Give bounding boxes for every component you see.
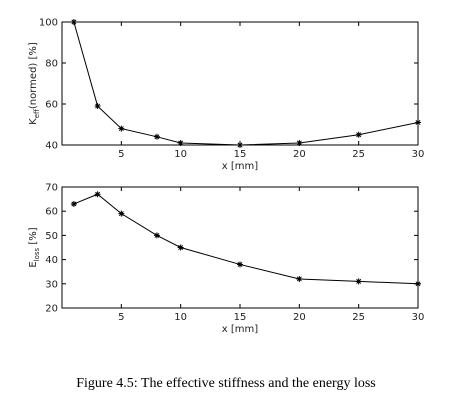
- x-tick-label: 20: [293, 312, 306, 323]
- data-point: [296, 139, 303, 146]
- data-point: [296, 275, 303, 282]
- x-tick-label: 30: [412, 312, 425, 323]
- caption: Figure 4.5: The effective stiffness and …: [76, 376, 376, 391]
- data-point: [118, 210, 125, 217]
- x-tick-label: 5: [118, 149, 124, 160]
- y-axis-label: Eloss [%]: [28, 227, 41, 267]
- x-axis-label: x [mm]: [222, 324, 258, 335]
- data-point: [415, 119, 421, 126]
- x-tick-label: 25: [352, 149, 365, 160]
- data-line: [73, 193, 419, 285]
- data-point: [94, 191, 101, 198]
- x-tick-label: 5: [118, 312, 124, 323]
- data-point: [153, 133, 160, 140]
- data-point: [355, 131, 362, 138]
- y-tick-label: 50: [45, 231, 58, 242]
- x-tick-label: 20: [293, 149, 306, 160]
- y-label-sub: eff: [33, 109, 41, 118]
- y-tick-label: 60: [45, 100, 58, 111]
- y-axis-label: Keff(normed) [%]: [28, 42, 41, 125]
- y-tick-label: 80: [45, 59, 58, 70]
- data-point: [237, 142, 243, 148]
- y-tick-label: 20: [45, 304, 58, 315]
- x-tick-label: 15: [234, 149, 247, 160]
- data-point: [118, 125, 125, 132]
- y-label-main: E: [28, 261, 39, 267]
- x-tick-label: 10: [174, 312, 187, 323]
- y-tick-label: 30: [45, 279, 58, 290]
- y-tick-label: 70: [45, 183, 58, 194]
- data-point: [70, 200, 77, 207]
- data-point: [355, 278, 362, 285]
- y-label-rest: [%]: [28, 227, 39, 248]
- y-label-rest: (normed) [%]: [28, 42, 39, 109]
- y-tick-label: 100: [39, 18, 58, 29]
- data-point: [94, 103, 101, 110]
- x-tick-label: 25: [352, 312, 365, 323]
- y-label-main: K: [28, 118, 39, 125]
- axes-box: [61, 21, 419, 146]
- data-point: [177, 244, 184, 251]
- y-tick-label: 60: [45, 207, 58, 218]
- data-point: [177, 139, 184, 146]
- x-tick-label: 30: [412, 149, 425, 160]
- data-point: [415, 280, 421, 287]
- data-point: [237, 261, 243, 268]
- data-point: [70, 19, 77, 25]
- y-tick-label: 40: [45, 141, 58, 152]
- y-tick-label: 40: [45, 255, 58, 266]
- axes-box: [61, 186, 419, 309]
- y-label-sub: loss: [33, 247, 41, 261]
- data-point: [153, 232, 160, 239]
- x-tick-label: 10: [174, 149, 187, 160]
- x-axis-label: x [mm]: [222, 161, 258, 172]
- data-line: [73, 21, 419, 146]
- x-tick-label: 15: [234, 312, 247, 323]
